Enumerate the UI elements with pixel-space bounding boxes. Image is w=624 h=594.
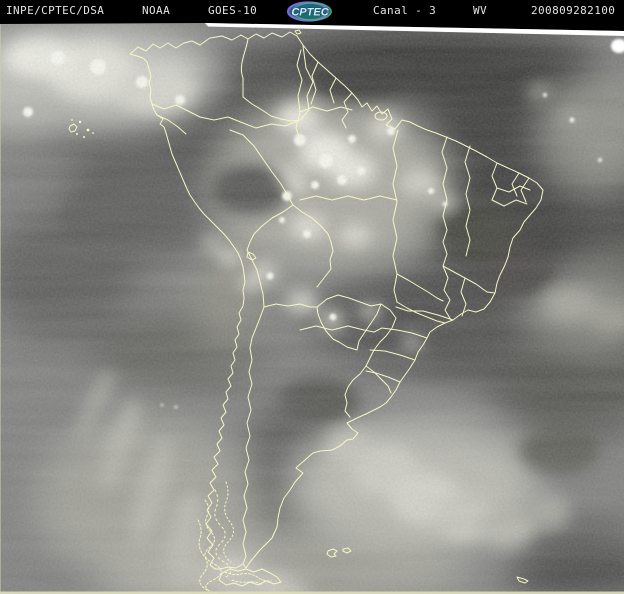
continent-outline <box>129 31 544 570</box>
band-label: WV <box>473 4 488 17</box>
bottom-edge-line <box>0 591 624 594</box>
satellite-image <box>0 20 624 594</box>
channel-label: Canal - 3 <box>373 4 437 17</box>
tierra-del-fuego <box>218 568 282 587</box>
chile-fjords <box>197 481 272 594</box>
logo-text: CPTEC <box>291 7 329 19</box>
agency-label: INPE/CPTEC/DSA <box>6 4 105 17</box>
earth-limb <box>0 20 624 53</box>
cptec-logo-icon: CPTEC <box>287 1 332 22</box>
left-edge-line <box>0 24 1 592</box>
satellite-label: GOES-10 <box>208 4 258 17</box>
operator-label: NOAA <box>142 4 171 17</box>
timestamp-label: 200809282100 <box>531 4 616 17</box>
islands <box>68 29 529 584</box>
map-borders <box>68 29 544 594</box>
